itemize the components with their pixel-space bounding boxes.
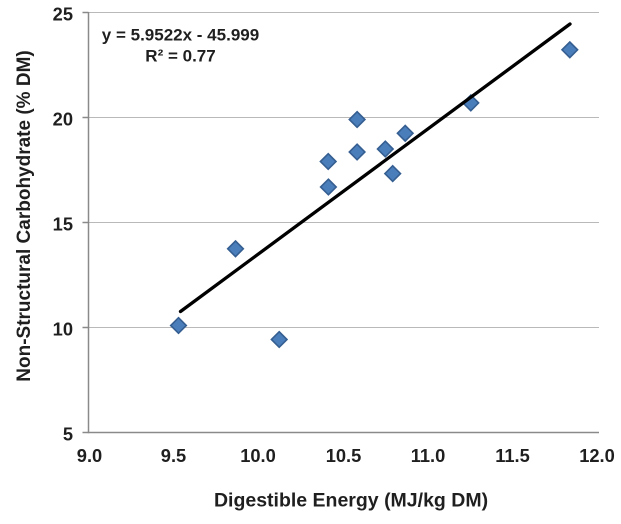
svg-text:15: 15 xyxy=(53,214,73,235)
svg-text:12.0: 12.0 xyxy=(579,445,615,466)
svg-text:y = 5.9522x - 45.999: y = 5.9522x - 45.999 xyxy=(102,26,259,45)
svg-text:9.5: 9.5 xyxy=(161,445,186,466)
svg-text:11.0: 11.0 xyxy=(411,445,446,466)
svg-text:5: 5 xyxy=(63,424,73,445)
svg-text:9.0: 9.0 xyxy=(77,445,102,466)
svg-text:10.5: 10.5 xyxy=(326,445,362,466)
svg-text:11.5: 11.5 xyxy=(495,445,530,466)
svg-text:25: 25 xyxy=(53,4,73,25)
svg-text:20: 20 xyxy=(53,109,73,130)
svg-text:Non-Structural Carbohydrate (%: Non-Structural Carbohydrate (% DM) xyxy=(14,50,35,381)
svg-text:R² = 0.77: R² = 0.77 xyxy=(145,47,215,66)
svg-text:10: 10 xyxy=(53,319,73,340)
svg-text:10.0: 10.0 xyxy=(240,445,276,466)
svg-text:Digestible Energy (MJ/kg DM): Digestible Energy (MJ/kg DM) xyxy=(214,490,488,512)
